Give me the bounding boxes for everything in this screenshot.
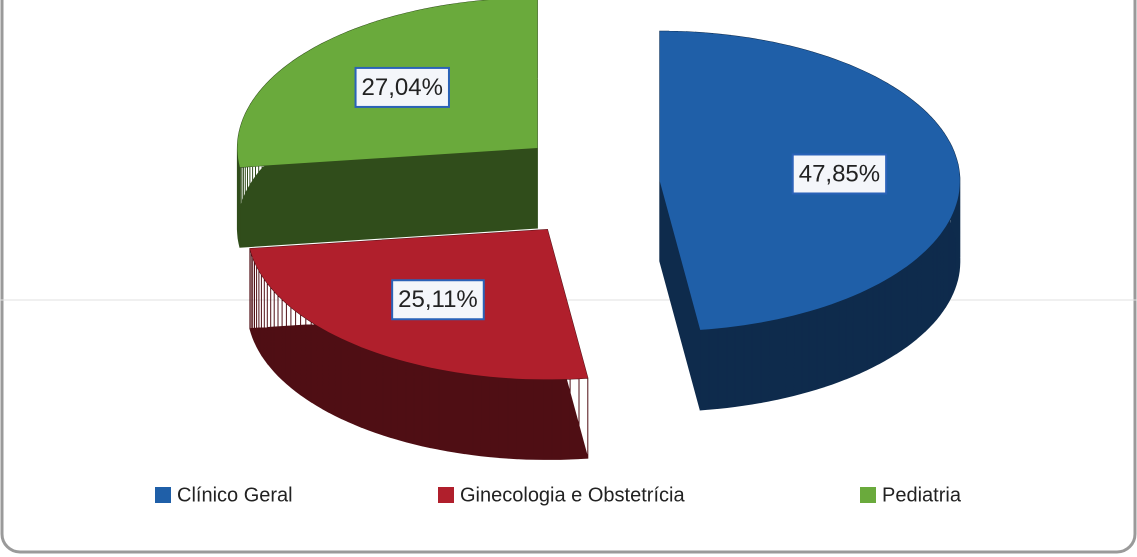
data-label: 47,85% <box>799 160 880 187</box>
data-label-box <box>391 279 485 321</box>
data-label: 25,11% <box>398 286 478 313</box>
data-label-box <box>791 153 888 195</box>
legend-label: Pediatria <box>882 484 962 506</box>
legend-swatch <box>155 487 171 503</box>
legend-label: Clínico Geral <box>177 484 293 506</box>
legend-label: Ginecologia e Obstetrícia <box>460 484 685 506</box>
data-label-box <box>354 66 450 108</box>
legend-swatch <box>860 487 876 503</box>
data-label: 27,04% <box>362 74 443 101</box>
legend-swatch <box>438 487 454 503</box>
